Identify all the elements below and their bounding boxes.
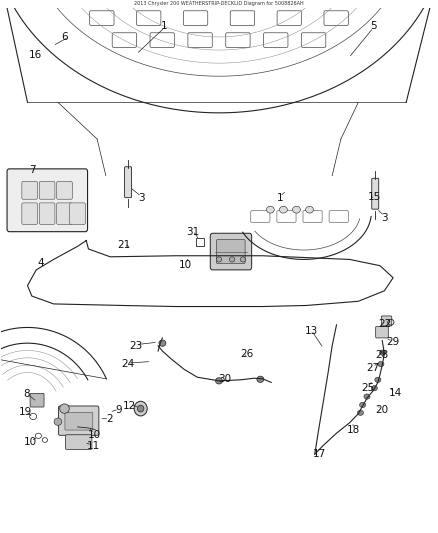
Text: 26: 26: [240, 349, 254, 359]
Text: 12: 12: [123, 401, 136, 411]
FancyBboxPatch shape: [65, 412, 93, 430]
FancyBboxPatch shape: [381, 316, 392, 326]
FancyBboxPatch shape: [57, 181, 72, 199]
Text: 14: 14: [389, 388, 402, 398]
Text: 4: 4: [37, 258, 44, 268]
FancyBboxPatch shape: [22, 203, 38, 224]
FancyBboxPatch shape: [39, 181, 55, 199]
FancyBboxPatch shape: [372, 178, 379, 209]
Ellipse shape: [380, 350, 386, 355]
Text: 25: 25: [362, 383, 375, 393]
Ellipse shape: [371, 385, 378, 391]
Text: 27: 27: [366, 363, 379, 373]
Text: 24: 24: [121, 359, 134, 369]
FancyBboxPatch shape: [376, 326, 389, 338]
Ellipse shape: [293, 206, 300, 213]
Ellipse shape: [375, 377, 381, 383]
FancyBboxPatch shape: [196, 238, 204, 246]
Ellipse shape: [66, 437, 72, 443]
Text: 5: 5: [370, 21, 377, 31]
Ellipse shape: [364, 394, 370, 399]
Text: 28: 28: [375, 350, 389, 360]
Text: 3: 3: [138, 192, 145, 203]
FancyBboxPatch shape: [22, 181, 38, 199]
Text: 18: 18: [346, 425, 360, 434]
Ellipse shape: [60, 404, 69, 413]
Ellipse shape: [54, 418, 62, 425]
Text: 22: 22: [378, 319, 391, 329]
Text: 9: 9: [116, 405, 122, 415]
Ellipse shape: [240, 257, 246, 262]
Text: 1: 1: [277, 192, 283, 203]
FancyBboxPatch shape: [58, 406, 99, 435]
Ellipse shape: [138, 405, 144, 412]
Text: 30: 30: [218, 374, 231, 384]
FancyBboxPatch shape: [70, 203, 85, 224]
Text: 3: 3: [381, 213, 388, 223]
Text: 23: 23: [129, 341, 142, 351]
Text: 7: 7: [29, 165, 36, 175]
Ellipse shape: [360, 402, 366, 408]
Text: 29: 29: [386, 337, 400, 346]
Text: 2: 2: [106, 414, 113, 424]
Ellipse shape: [306, 206, 314, 213]
Text: 8: 8: [23, 390, 30, 399]
FancyBboxPatch shape: [124, 167, 131, 198]
Text: 15: 15: [368, 191, 381, 201]
Ellipse shape: [134, 401, 147, 416]
Text: 19: 19: [19, 407, 32, 417]
Ellipse shape: [257, 376, 264, 383]
Text: 6: 6: [61, 32, 68, 42]
Text: 16: 16: [29, 50, 42, 60]
Text: 10: 10: [179, 260, 191, 270]
Ellipse shape: [216, 257, 222, 262]
FancyBboxPatch shape: [57, 203, 72, 224]
FancyBboxPatch shape: [216, 239, 245, 264]
FancyBboxPatch shape: [210, 233, 252, 270]
Text: 31: 31: [186, 227, 200, 237]
Text: 10: 10: [24, 437, 37, 447]
Text: 13: 13: [305, 326, 318, 336]
Ellipse shape: [266, 206, 274, 213]
Text: 17: 17: [312, 449, 326, 459]
FancyBboxPatch shape: [7, 169, 88, 232]
Ellipse shape: [230, 257, 235, 262]
Ellipse shape: [357, 410, 364, 415]
Text: 1: 1: [161, 21, 168, 31]
Text: 21: 21: [117, 240, 131, 250]
Text: 11: 11: [87, 441, 100, 451]
Ellipse shape: [215, 378, 223, 384]
Ellipse shape: [378, 361, 384, 367]
Text: 20: 20: [375, 405, 388, 415]
FancyBboxPatch shape: [30, 393, 44, 407]
Ellipse shape: [279, 206, 287, 213]
Ellipse shape: [159, 340, 166, 346]
Text: 10: 10: [88, 430, 101, 440]
FancyBboxPatch shape: [39, 203, 55, 224]
FancyBboxPatch shape: [65, 435, 92, 449]
Title: 2013 Chrysler 200 WEATHERSTRIP-DECKLID Diagram for 5008826AH: 2013 Chrysler 200 WEATHERSTRIP-DECKLID D…: [134, 2, 304, 6]
